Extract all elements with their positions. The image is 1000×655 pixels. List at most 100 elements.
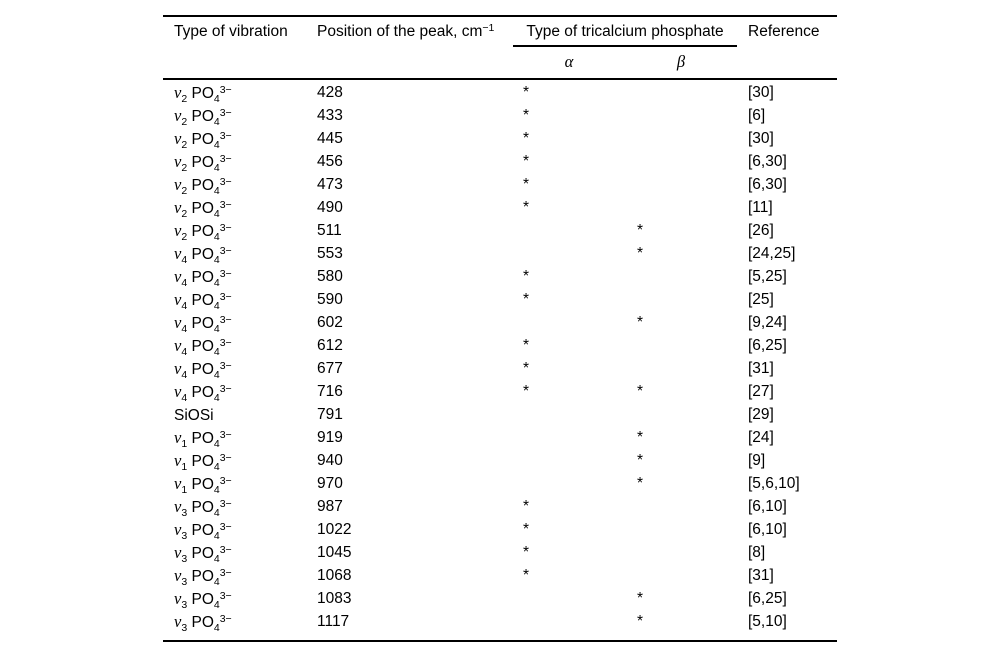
vibration-formula: PO [187,522,214,539]
vibration-cell: ν2 PO43− [174,81,232,104]
vibration-greek-letter: ν [174,336,182,355]
vibration-subscript: 3 [181,507,188,519]
vibration-greek-letter: ν [174,451,182,470]
alpha-marker: * [523,176,530,193]
vibration-greek-letter: ν [174,152,182,171]
vibration-formula: PO [187,292,214,309]
vibration-cell: ν1 PO43− [174,426,232,449]
vibration-formula: PO [187,568,214,585]
vibration-cell: ν3 PO43− [174,587,232,610]
formula-subscript: 4 [213,346,220,358]
table-row: ν3 PO43− 1117 * [5,10] [163,610,837,633]
formula-subscript: 4 [213,208,220,220]
formula-superscript: 3− [219,451,232,464]
header-type-of-vibration: Type of vibration [174,23,288,40]
table-row: ν1 PO43− 919 * [24] [163,426,837,449]
beta-marker: * [637,475,644,492]
table-row: ν4 PO43− 580 * [5,25] [163,265,837,288]
formula-subscript: 4 [213,599,220,611]
reference-cell: [9,24] [748,314,787,331]
reference-cell: [6] [748,107,766,124]
formula-superscript: 3− [219,474,232,487]
table-row: ν4 PO43− 612 * [6,25] [163,334,837,357]
table-row: ν4 PO43− 677 * [31] [163,357,837,380]
peak-position-cell: 791 [317,406,343,423]
alpha-marker: * [523,199,530,216]
peak-position-cell: 590 [317,291,343,308]
peak-position-cell: 428 [317,84,343,101]
alpha-marker: * [523,498,530,515]
formula-subscript: 4 [213,392,220,404]
peak-position-cell: 612 [317,337,343,354]
formula-subscript: 4 [213,438,220,450]
alpha-marker: * [523,268,530,285]
peak-position-cell: 919 [317,429,343,446]
vibration-formula: PO [187,200,214,217]
vibration-cell: ν1 PO43− [174,449,232,472]
vibration-cell: ν4 PO43− [174,242,232,265]
vibration-formula: PO [187,246,214,263]
vibration-cell: ν4 PO43− [174,311,232,334]
formula-subscript: 4 [213,323,220,335]
reference-cell: [26] [748,222,774,239]
formula-superscript: 3− [219,543,232,556]
vibration-cell: ν2 PO43− [174,173,232,196]
peak-position-cell: 553 [317,245,343,262]
reference-cell: [8] [748,544,766,561]
vibration-formula: PO [187,384,214,401]
table-row: ν1 PO43− 970 * [5,6,10] [163,472,837,495]
reference-cell: [29] [748,406,774,423]
alpha-marker: * [523,383,530,400]
peak-position-cell: 1022 [317,521,352,538]
vibration-greek-letter: ν [174,198,182,217]
vibration-formula: PO [187,269,214,286]
vibration-formula: PO [187,177,214,194]
table-row: ν2 PO43− 445 * [30] [163,127,837,150]
vibration-subscript: 2 [181,208,188,220]
vibration-subscript: 2 [181,93,188,105]
vibration-subscript: 2 [181,185,188,197]
table-top-rule [163,15,837,17]
vibration-subscript: 3 [181,553,188,565]
peak-position-cell: 580 [317,268,343,285]
subheader-beta: β [676,52,686,71]
vibration-formula: PO [187,223,214,240]
table-row: ν4 PO43− 553 * [24,25] [163,242,837,265]
header-peak-position-text: Position of the peak, cm [317,23,483,40]
vibration-formula: PO [187,499,214,516]
table-bottom-rule [163,640,837,642]
table-row: ν1 PO43− 940 * [9] [163,449,837,472]
vibration-greek-letter: ν [174,382,182,401]
peak-position-cell: 456 [317,153,343,170]
vibration-greek-letter: ν [174,175,182,194]
formula-superscript: 3− [219,198,232,211]
peak-position-cell: 716 [317,383,343,400]
vibration-cell: ν1 PO43− [174,472,232,495]
peak-position-cell: 987 [317,498,343,515]
formula-superscript: 3− [219,106,232,119]
peak-position-cell: 677 [317,360,343,377]
vibration-cell: ν4 PO43− [174,334,232,357]
reference-cell: [31] [748,360,774,377]
formula-subscript: 4 [213,622,220,634]
table-body: ν2 PO43− 428 * [30] ν2 PO43− 433 * [6] ν… [163,81,837,633]
beta-marker: * [637,429,644,446]
vibration-cell: ν4 PO43− [174,288,232,311]
vibration-subscript: 3 [181,576,188,588]
peak-position-cell: 473 [317,176,343,193]
reference-cell: [5,10] [748,613,787,630]
formula-subscript: 4 [213,116,220,128]
table-row: ν2 PO43− 433 * [6] [163,104,837,127]
vibration-formula: PO [187,108,214,125]
reference-cell: [9] [748,452,766,469]
formula-superscript: 3− [219,221,232,234]
reference-cell: [5,6,10] [748,475,800,492]
table-row: ν3 PO43− 987 * [6,10] [163,495,837,518]
vibration-subscript: 1 [181,461,188,473]
formula-subscript: 4 [213,576,220,588]
formula-superscript: 3− [219,129,232,142]
formula-superscript: 3− [219,83,232,96]
vibration-greek-letter: ν [174,497,182,516]
formula-subscript: 4 [213,369,220,381]
alpha-marker: * [523,84,530,101]
